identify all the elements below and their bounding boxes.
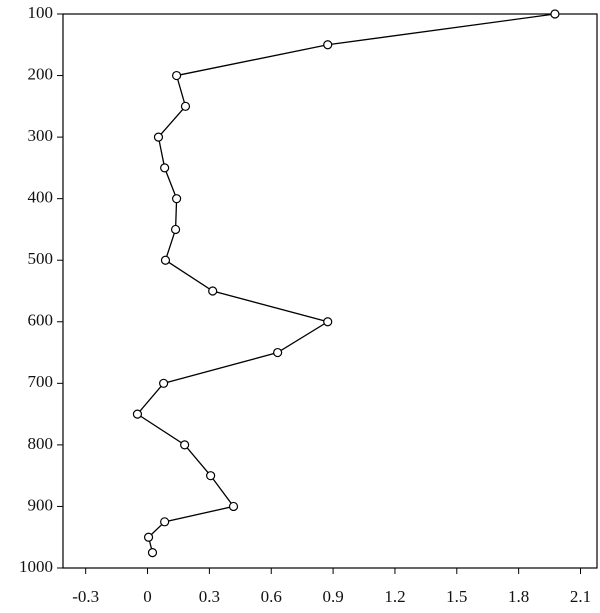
point (323, 40, 333, 50)
point (206, 471, 216, 481)
y-tick-label: 700 (28, 372, 54, 391)
point (147, 548, 158, 558)
y-tick-label: 400 (28, 188, 54, 207)
point (153, 132, 164, 142)
point (180, 440, 190, 450)
point (132, 409, 143, 419)
point (159, 378, 169, 388)
x-tick-label: 0.9 (322, 587, 343, 606)
point (143, 532, 154, 542)
point (172, 194, 182, 204)
point (208, 286, 218, 296)
plot-frame (62, 13, 598, 569)
point (160, 163, 170, 173)
y-tick-label: 600 (28, 311, 54, 330)
y-tick-label: 800 (28, 434, 54, 453)
point (550, 9, 560, 19)
y-tick-label: 300 (28, 126, 54, 145)
x-tick-label: 1.2 (384, 587, 405, 606)
y-tick-label: 500 (28, 249, 54, 268)
point (160, 255, 171, 265)
x-tick-label: 1.5 (446, 587, 467, 606)
point (228, 501, 239, 512)
line (136, 13, 556, 553)
point (170, 224, 181, 235)
point (180, 101, 191, 111)
x-tick-label: 0.3 (199, 587, 220, 606)
x-tick-label: 0 (143, 587, 152, 606)
x-tick-label: 1.8 (508, 587, 529, 606)
y-tick-label: 1000 (19, 557, 53, 576)
point (273, 347, 283, 358)
y-tick-label: 100 (28, 3, 54, 22)
x-tick-label: 0.6 (261, 587, 282, 606)
x-tick-label: -0.3 (72, 587, 99, 606)
y-tick-label: 900 (28, 495, 54, 514)
x-tick-label: 2.1 (570, 587, 591, 606)
point (160, 517, 170, 527)
y-tick-label: 200 (28, 64, 54, 83)
point (172, 70, 182, 81)
point (323, 317, 333, 327)
